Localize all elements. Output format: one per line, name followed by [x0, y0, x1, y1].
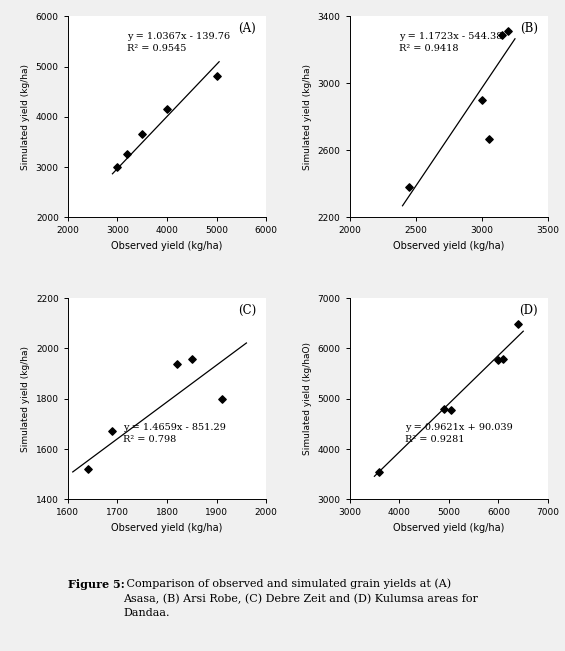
Point [477, 95, 486, 105]
Point [113, 162, 122, 173]
Point [514, 319, 523, 329]
Text: Comparison of observed and simulated grain yields at (A)
Asasa, (B) Arsi Robe, (: Comparison of observed and simulated gra… [123, 579, 478, 618]
Point [217, 394, 226, 404]
Point [83, 464, 92, 475]
Text: (B): (B) [520, 22, 538, 35]
Text: y = 1.1723x - 544.38
R² = 0.9418: y = 1.1723x - 544.38 R² = 0.9418 [399, 33, 503, 53]
Text: (A): (A) [238, 22, 257, 35]
Text: Figure 5:: Figure 5: [68, 579, 124, 590]
Point [212, 70, 221, 81]
Point [138, 129, 147, 139]
Point [497, 29, 506, 40]
Text: y = 1.0367x - 139.76
R² = 0.9545: y = 1.0367x - 139.76 R² = 0.9545 [127, 33, 231, 53]
Point [484, 133, 493, 144]
Text: y = 1.4659x - 851.29
R² = 0.798: y = 1.4659x - 851.29 R² = 0.798 [123, 423, 226, 444]
Point [108, 426, 117, 437]
Y-axis label: Simulated yield (kg/ha): Simulated yield (kg/ha) [21, 346, 30, 452]
Point [499, 353, 508, 364]
X-axis label: Observed yield (kg/ha): Observed yield (kg/ha) [111, 241, 223, 251]
Point [188, 353, 197, 364]
Point [172, 358, 181, 368]
Point [163, 104, 172, 115]
Y-axis label: Simulated yield (kg/haO): Simulated yield (kg/haO) [303, 342, 312, 455]
Point [504, 26, 513, 36]
X-axis label: Observed yield (kg/ha): Observed yield (kg/ha) [393, 523, 505, 533]
Point [447, 405, 456, 415]
Text: (D): (D) [519, 304, 538, 317]
Point [440, 404, 449, 414]
X-axis label: Observed yield (kg/ha): Observed yield (kg/ha) [393, 241, 505, 251]
X-axis label: Observed yield (kg/ha): Observed yield (kg/ha) [111, 523, 223, 533]
Point [123, 148, 132, 159]
Y-axis label: Simulated yield (kg/ha): Simulated yield (kg/ha) [21, 64, 30, 170]
Text: (C): (C) [238, 304, 257, 317]
Y-axis label: Simulated yield (kg/ha): Simulated yield (kg/ha) [303, 64, 312, 170]
Point [375, 466, 384, 477]
Point [494, 354, 503, 365]
Point [405, 182, 414, 193]
Text: y = 0.9621x + 90.039
R² = 0.9281: y = 0.9621x + 90.039 R² = 0.9281 [405, 423, 513, 444]
